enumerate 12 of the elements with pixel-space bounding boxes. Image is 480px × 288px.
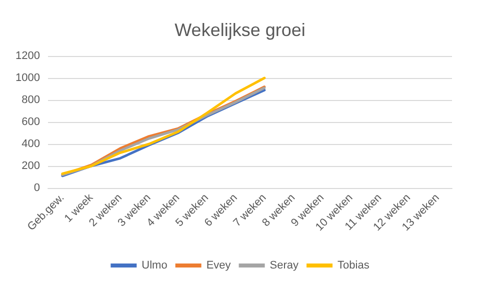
y-tick-label: 400 xyxy=(22,138,40,150)
y-tick-label: 0 xyxy=(34,182,40,194)
legend-label: Ulmo xyxy=(142,260,168,272)
legend-label: Seray xyxy=(270,260,300,272)
y-tick-label: 1000 xyxy=(16,72,40,84)
y-tick-label: 1200 xyxy=(16,50,40,62)
y-tick-label: 600 xyxy=(22,116,40,128)
y-tick-label: 800 xyxy=(22,94,40,106)
legend-label: Tobias xyxy=(338,260,370,272)
legend-label: Evey xyxy=(206,260,232,272)
y-tick-label: 200 xyxy=(22,160,40,172)
chart-title: Wekelijkse groei xyxy=(174,20,306,40)
